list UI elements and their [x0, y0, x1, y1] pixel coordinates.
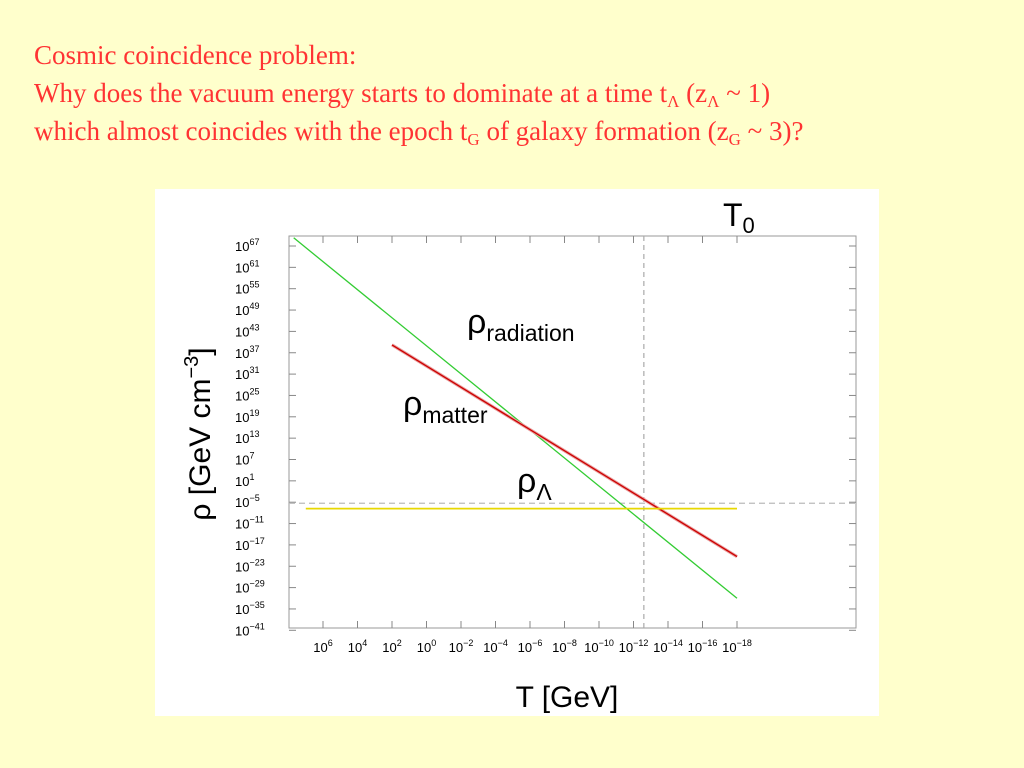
- plot-frame: [288, 235, 857, 629]
- x-tick-label: 10−6: [518, 638, 543, 655]
- series-label-radiation: ρradiation: [467, 303, 575, 346]
- x-tick-label: 10−18: [722, 638, 752, 655]
- y-tick-label: 1067: [235, 237, 259, 254]
- chart-marks: [289, 236, 856, 628]
- y-tick-label: 1055: [235, 280, 259, 297]
- y-tick-label: 1013: [235, 429, 259, 446]
- y-tick-label: 1049: [235, 301, 259, 318]
- y-tick-label: 10−11: [235, 515, 264, 532]
- y-tick-label: 10−29: [235, 579, 265, 596]
- y-tick-label: 1031: [235, 365, 259, 382]
- series-label-lambda: ρΛ: [517, 462, 552, 505]
- axis-ticks: [289, 236, 856, 631]
- y-tick-label: 1025: [235, 386, 259, 403]
- x-tick-label: 10−14: [653, 638, 683, 655]
- x-tick-label: 106: [313, 638, 332, 655]
- x-tick-label: 10−4: [483, 638, 508, 655]
- y-axis-label: ρ [GeV cm−3]: [181, 347, 217, 520]
- x-axis-label: T [GeV]: [516, 681, 619, 714]
- y-tick-label: 101: [235, 472, 254, 489]
- x-tick-label: 10−8: [552, 638, 577, 655]
- t0-label: T0: [723, 197, 755, 238]
- x-tick-label: 10−10: [584, 638, 614, 655]
- y-tick-label: 1061: [235, 258, 259, 275]
- title-line-1: Cosmic coincidence problem:: [34, 40, 357, 70]
- y-tick-label: 1019: [235, 408, 259, 425]
- y-tick-labels: 1067 1061 1055 1049 1043 1037 1031 1025 1019 1013…: [235, 237, 265, 638]
- y-tick-label: 107: [235, 451, 254, 468]
- series-label-matter: ρmatter: [403, 385, 488, 428]
- x-tick-label: 100: [417, 638, 436, 655]
- series-line-radiation: [293, 237, 738, 599]
- x-tick-labels: 106 104 102 100 10−2 10−4 10−6 10−8 10−10 10−12 10…: [313, 638, 752, 655]
- x-tick-label: 10−2: [449, 638, 474, 655]
- plot-panel: 1067 1061 1055 1049 1043 1037 1031 1025 1019 1013…: [155, 189, 879, 716]
- x-tick-label: 10−16: [688, 638, 718, 655]
- y-tick-label: 10−41: [235, 621, 265, 638]
- y-tick-label: 10−17: [235, 536, 265, 553]
- y-tick-label: 10−35: [235, 600, 265, 617]
- x-tick-label: 102: [382, 638, 401, 655]
- y-tick-label: 1043: [235, 322, 259, 339]
- x-tick-label: 104: [348, 638, 367, 655]
- y-tick-label: 1037: [235, 344, 259, 361]
- series-line-matter: [391, 344, 738, 558]
- title-line-3: which almost coincides with the epoch tG…: [34, 116, 804, 149]
- slide-title: Cosmic coincidence problem: Why does the…: [34, 36, 1014, 150]
- y-tick-label: 10−23: [235, 557, 265, 574]
- x-tick-label: 10−12: [619, 638, 649, 655]
- title-line-2: Why does the vacuum energy starts to dom…: [34, 78, 771, 111]
- y-tick-label: 10−5: [235, 493, 260, 510]
- density-vs-temperature-chart: 1067 1061 1055 1049 1043 1037 1031 1025 1019 1013…: [181, 197, 857, 714]
